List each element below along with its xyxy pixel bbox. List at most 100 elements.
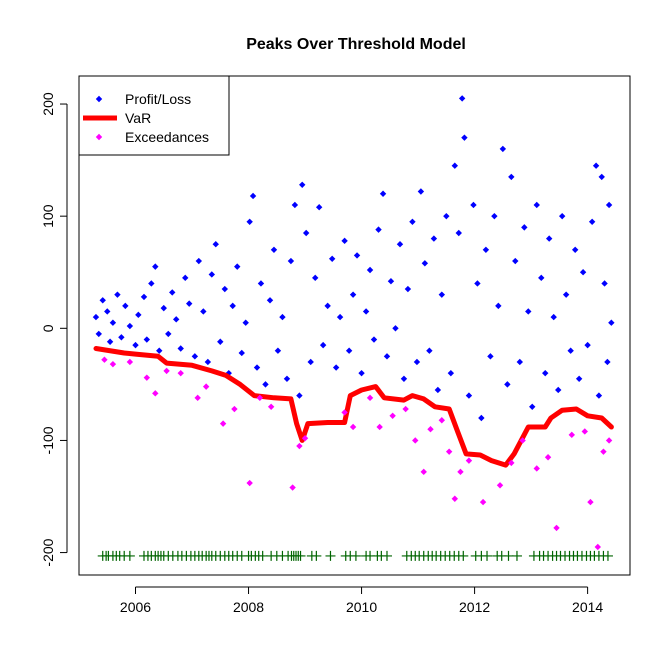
legend-label: VaR xyxy=(125,110,151,126)
profit-loss-point xyxy=(332,364,340,371)
profit-loss-point xyxy=(302,229,310,237)
profit-loss-point xyxy=(455,229,462,237)
profit-loss-point xyxy=(579,269,587,276)
rug-mark xyxy=(458,550,469,561)
x-tick-label: 2014 xyxy=(572,599,603,615)
profit-loss-point xyxy=(370,336,378,343)
rug-mark xyxy=(124,550,135,561)
exceedance-point xyxy=(519,437,526,444)
profit-loss-point xyxy=(283,375,291,382)
profit-loss-point xyxy=(221,285,229,293)
profit-loss-point xyxy=(291,201,299,209)
profit-loss-point xyxy=(575,375,583,382)
rug-mark xyxy=(257,550,268,561)
profit-loss-point xyxy=(478,414,485,422)
profit-loss-point xyxy=(114,291,121,298)
profit-loss-point xyxy=(246,218,253,225)
profit-loss-point xyxy=(396,241,404,248)
profit-loss-point xyxy=(545,235,553,242)
exceedance-point xyxy=(496,482,504,489)
profit-loss-point xyxy=(307,358,314,366)
profit-loss-point xyxy=(555,386,562,394)
profit-loss-point xyxy=(508,173,515,181)
series-exceedances xyxy=(101,356,613,551)
profit-loss-point xyxy=(204,358,212,366)
profit-loss-point xyxy=(504,381,511,388)
plot-area xyxy=(92,95,615,561)
profit-loss-point xyxy=(336,313,344,321)
exceedance-point xyxy=(568,431,575,439)
exceedance-point xyxy=(101,356,108,363)
profit-loss-point xyxy=(588,218,596,225)
exceedance-point xyxy=(289,484,296,491)
profit-loss-point xyxy=(608,319,615,326)
exceedance-point xyxy=(194,394,201,402)
profit-loss-point xyxy=(358,369,365,377)
profit-loss-point xyxy=(143,336,151,343)
exceedance-point xyxy=(163,367,170,375)
profit-loss-point xyxy=(491,212,498,220)
profit-loss-point xyxy=(122,302,129,310)
profit-loss-point xyxy=(470,201,477,209)
exceedance-point xyxy=(301,434,309,442)
profit-loss-point xyxy=(104,308,111,315)
exceedance-point xyxy=(438,417,446,424)
profit-loss-point xyxy=(495,302,502,310)
profit-loss-point xyxy=(242,319,249,326)
profit-loss-point xyxy=(177,345,184,352)
profit-loss-point xyxy=(592,162,600,169)
series-profit-loss xyxy=(92,95,615,422)
profit-loss-point xyxy=(387,278,395,285)
profit-loss-point xyxy=(191,353,199,360)
profit-loss-point xyxy=(274,347,282,354)
profit-loss-point xyxy=(417,188,425,195)
profit-loss-point xyxy=(516,358,523,366)
profit-loss-point xyxy=(312,274,319,282)
rug-mark xyxy=(295,550,306,561)
profit-loss-point xyxy=(430,235,438,242)
profit-loss-point xyxy=(443,212,450,220)
profit-loss-point xyxy=(319,341,327,349)
profit-loss-point xyxy=(99,297,106,304)
profit-loss-point xyxy=(375,226,382,233)
rug-mark xyxy=(503,550,514,561)
profit-loss-point xyxy=(366,266,374,274)
exceedance-point xyxy=(605,437,613,444)
profit-loss-point xyxy=(212,241,219,248)
profit-loss-point xyxy=(461,134,468,141)
profit-loss-point xyxy=(434,386,442,394)
x-tick-label: 2012 xyxy=(459,599,490,615)
exceedance-point xyxy=(600,448,607,455)
exceedance-point xyxy=(152,390,159,397)
exceedance-point xyxy=(341,409,348,416)
profit-loss-point xyxy=(118,334,125,341)
profit-loss-point xyxy=(458,95,466,102)
exceedance-point xyxy=(402,405,409,413)
profit-loss-point xyxy=(383,353,391,360)
profit-loss-point xyxy=(353,252,361,259)
profit-loss-point xyxy=(595,392,603,399)
exceedance-point xyxy=(544,454,552,461)
rug-mark xyxy=(381,550,392,561)
series-var xyxy=(93,346,614,468)
exceedance-point xyxy=(451,495,459,502)
exceedance-point xyxy=(553,524,560,532)
rug-mark xyxy=(311,550,322,561)
x-tick-label: 2010 xyxy=(346,599,377,615)
profit-loss-point xyxy=(499,145,507,153)
profit-loss-point xyxy=(315,203,323,211)
profit-loss-point xyxy=(571,246,579,254)
profit-loss-point xyxy=(341,237,348,245)
profit-loss-point xyxy=(140,293,148,301)
exceedance-point xyxy=(533,465,540,472)
exceedance-point xyxy=(256,394,264,402)
profit-loss-point xyxy=(482,246,490,254)
y-tick-label: 200 xyxy=(40,92,56,116)
profit-loss-point xyxy=(605,201,613,209)
profit-loss-point xyxy=(362,308,370,315)
x-tick-label: 2006 xyxy=(120,599,151,615)
profit-loss-point xyxy=(106,338,114,345)
profit-loss-point xyxy=(584,341,591,349)
profit-loss-point xyxy=(328,255,336,262)
exceedance-point xyxy=(412,437,419,444)
